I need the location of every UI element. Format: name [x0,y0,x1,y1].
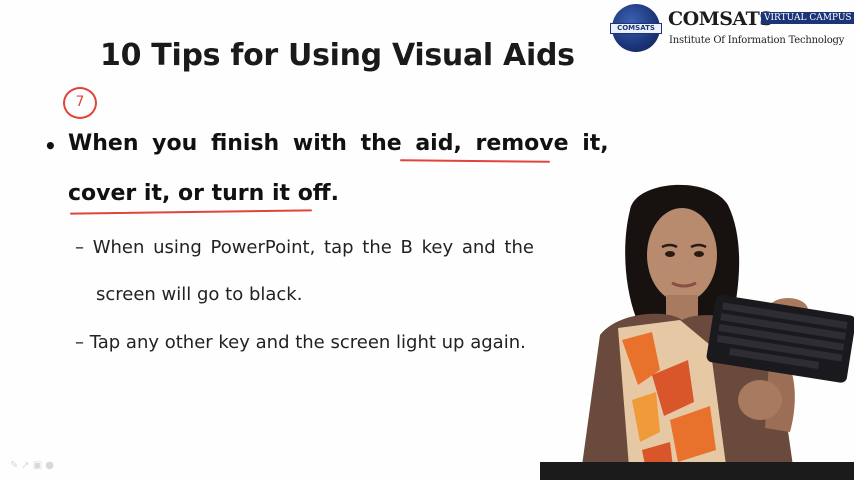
slide-toolbar: ✎➚▣● [10,460,57,471]
presenter-face [647,208,717,302]
bullet-text-line-2: cover it, or turn it off. [68,181,339,206]
subpoint-1-line-1: – When using PowerPoint, tap the B key a… [75,237,534,258]
pointer-icon[interactable]: ➚ [21,460,33,471]
bullet-marker: • [44,134,57,158]
slide-title: 10 Tips for Using Visual Aids [100,38,575,73]
options-icon[interactable]: ● [45,460,57,471]
logo-badge: VIRTUAL CAMPUS [761,12,854,24]
keyboard-prop [706,295,854,383]
bullet-text-line-1: When you finish with the aid, remove it, [68,131,609,156]
logo-subtitle: Institute Of Information Technology [669,35,845,46]
globe-icon: COMSATS [610,4,662,52]
handwritten-number-annotation: 7 [63,87,97,119]
globe-label: COMSATS [610,23,662,34]
comsats-logo: COMSATS COMSATS VIRTUAL CAMPUS Institute… [610,4,854,52]
logo-name: COMSATS [668,8,773,30]
handwritten-underline [69,209,313,215]
pen-icon[interactable]: ✎ [10,460,22,471]
presenter-hand [738,380,782,420]
subpoint-1-line-2: screen will go to black. [96,284,303,305]
presenter-video [580,184,854,480]
subpoint-2: – Tap any other key and the screen light… [75,332,526,353]
handwritten-underline [399,159,551,163]
slides-icon[interactable]: ▣ [32,460,46,471]
desk [540,462,854,480]
